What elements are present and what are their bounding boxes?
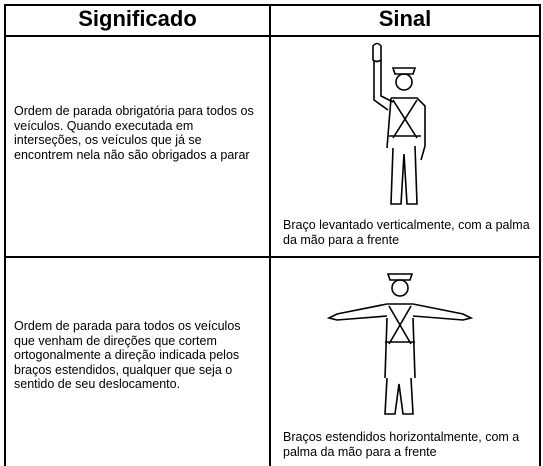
border [539, 4, 541, 466]
border [4, 256, 541, 258]
column-header: Significado [78, 6, 197, 31]
officer-arm-raised [372, 42, 426, 205]
column-header: Sinal [378, 6, 432, 31]
caption-text: Braços estendidos horizontalmente, com a… [283, 430, 520, 459]
border [4, 35, 541, 37]
meaning-text: Ordem de parada para todos os veículos q… [14, 319, 241, 391]
officer-arms-extended [326, 273, 474, 415]
caption-text: Braço levantado verticalmente, com a pal… [283, 218, 530, 247]
border [4, 4, 6, 466]
border [4, 4, 541, 6]
border [269, 4, 271, 466]
meaning-text: Ordem de parada obrigatória para todos o… [14, 104, 254, 162]
